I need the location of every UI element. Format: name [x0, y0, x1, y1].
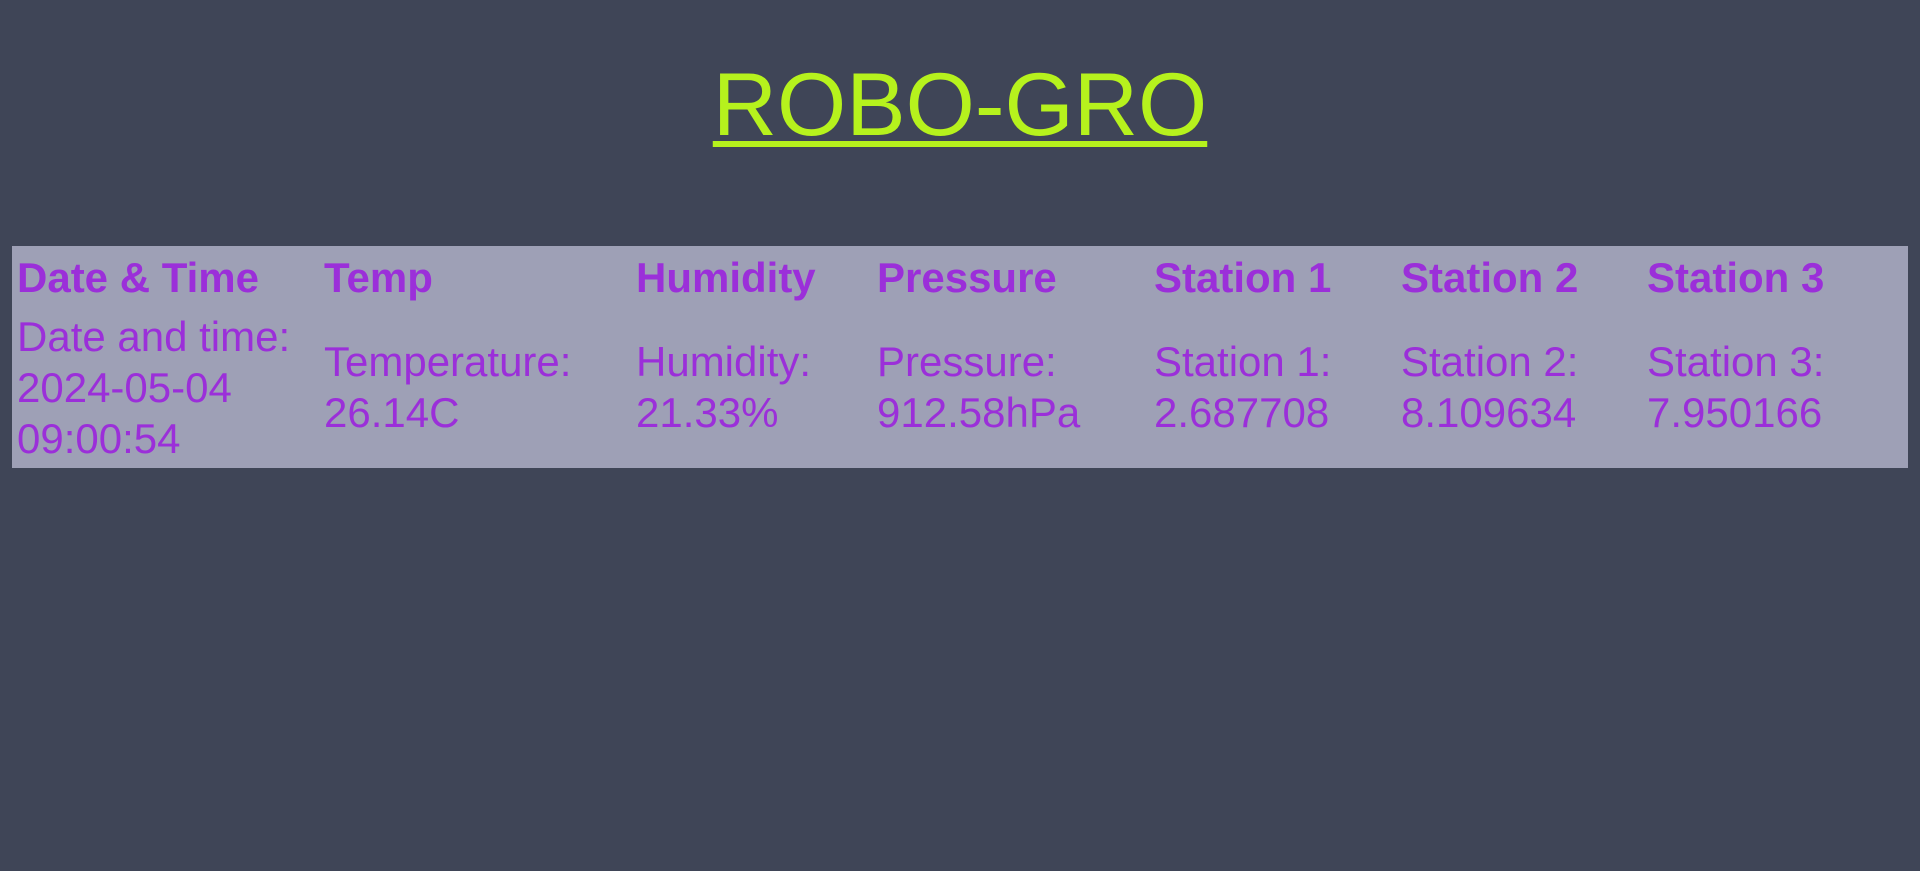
station-1-label: Station 1:	[1154, 338, 1332, 385]
date-value: 2024-05-04	[17, 363, 232, 411]
cell-temperature: Temperature: 26.14C	[319, 306, 631, 468]
station-3-label: Station 3:	[1647, 338, 1825, 385]
pressure-value: 912.58hPa	[877, 389, 1081, 436]
table-row: Date and time: 2024-05-04 09:00:54 Tempe…	[12, 306, 1908, 468]
station-3-value: 7.950166	[1647, 389, 1823, 436]
cell-station-1: Station 1: 2.687708	[1149, 306, 1396, 468]
page-title: ROBO-GRO	[712, 54, 1208, 154]
temperature-value: 26.14C	[324, 389, 460, 436]
header-date-time: Date & Time	[17, 253, 259, 301]
table-header-row: Date & Time Temp Humidity Pressure Stati…	[12, 246, 1908, 306]
time-value: 09:00:54	[17, 414, 181, 462]
header-station-2: Station 2	[1401, 253, 1579, 301]
header-pressure: Pressure	[877, 253, 1057, 301]
date-time-label: Date and time:	[17, 312, 291, 360]
header-station-1: Station 1	[1154, 253, 1332, 301]
temperature-label: Temperature:	[324, 338, 572, 385]
cell-pressure: Pressure: 912.58hPa	[872, 306, 1149, 468]
sensor-readings-table: Date & Time Temp Humidity Pressure Stati…	[12, 246, 1908, 468]
station-1-value: 2.687708	[1154, 389, 1330, 436]
header-humidity: Humidity	[636, 253, 816, 301]
humidity-label: Humidity:	[636, 338, 812, 385]
header-station-3: Station 3	[1647, 253, 1825, 301]
station-2-label: Station 2:	[1401, 338, 1579, 385]
cell-station-3: Station 3: 7.950166	[1642, 306, 1908, 468]
cell-date-time: Date and time: 2024-05-04 09:00:54	[12, 306, 319, 468]
station-2-value: 8.109634	[1401, 389, 1577, 436]
cell-station-2: Station 2: 8.109634	[1396, 306, 1642, 468]
pressure-label: Pressure:	[877, 338, 1057, 385]
header-temp: Temp	[324, 253, 433, 301]
humidity-value: 21.33%	[636, 389, 779, 436]
cell-humidity: Humidity: 21.33%	[631, 306, 872, 468]
